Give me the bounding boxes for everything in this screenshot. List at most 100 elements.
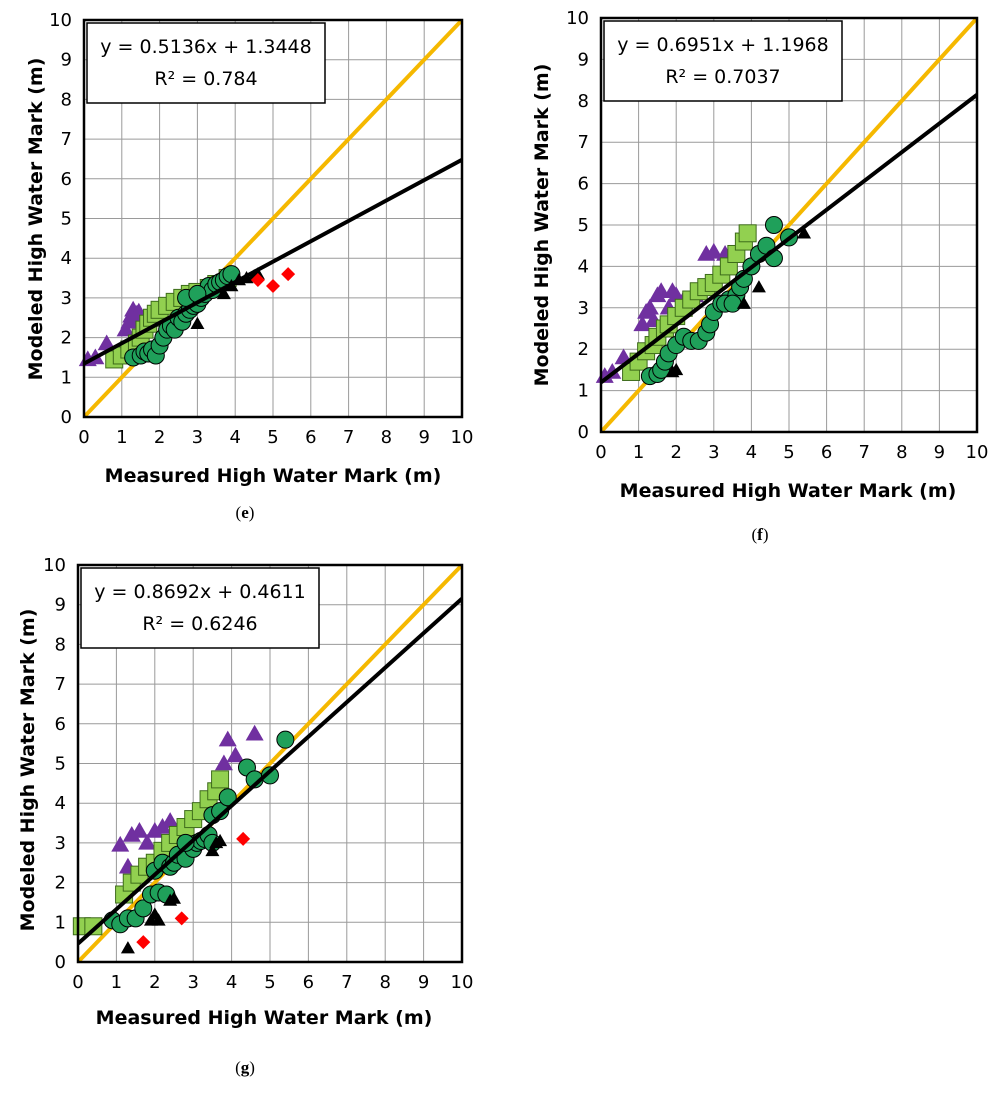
x-tick-label: 3 bbox=[708, 442, 719, 463]
x-tick-label: 2 bbox=[154, 427, 165, 448]
y-tick-label: 1 bbox=[578, 381, 589, 402]
x-tick-label: 2 bbox=[149, 972, 160, 993]
regression-line bbox=[84, 157, 462, 366]
x-tick-label: 6 bbox=[305, 427, 316, 448]
y-tick-label: 7 bbox=[61, 129, 72, 150]
y-tick-label: 5 bbox=[61, 209, 72, 230]
data-point-triangle bbox=[633, 315, 652, 332]
y-tick-label: 9 bbox=[61, 50, 72, 71]
r-squared-value: R² = 0.7037 bbox=[665, 66, 780, 88]
equation-box bbox=[603, 20, 843, 102]
x-tick-label: 8 bbox=[379, 972, 390, 993]
data-point-diamond bbox=[266, 278, 280, 293]
data-point-triangle bbox=[751, 280, 766, 293]
panel-label-g: (g) bbox=[235, 1058, 255, 1077]
data-point-square bbox=[211, 770, 230, 789]
x-tick-label: 4 bbox=[229, 427, 240, 448]
y-tick-label: 10 bbox=[566, 8, 589, 29]
data-point-triangle bbox=[216, 286, 231, 300]
y-tick-label: 10 bbox=[49, 10, 72, 31]
x-tick-label: 1 bbox=[116, 427, 127, 448]
one-to-one-line bbox=[78, 565, 462, 962]
x-tick-label: 2 bbox=[670, 442, 681, 463]
data-point-diamond bbox=[136, 935, 151, 950]
data-point-circle bbox=[764, 216, 783, 234]
plot-area-e: 0 1 2 3 4 5 6 7 8 9 10 0 1 2 3 4 5 6 7 8 9 10 y = 0.5136x + 1.… bbox=[49, 10, 473, 448]
y-tick-label: 5 bbox=[55, 754, 66, 775]
x-tick-label: 10 bbox=[966, 442, 989, 463]
chart-panel-f: 0 1 2 3 4 5 6 7 8 9 10 0 1 2 3 4 5 6 7 8 9 10 y = 0.6951x + 1.… bbox=[515, 0, 995, 560]
x-tick-label: 6 bbox=[303, 972, 314, 993]
data-point-triangle bbox=[122, 825, 141, 842]
data-point-diamond bbox=[236, 831, 251, 846]
y-tick-label: 10 bbox=[43, 555, 66, 576]
data-point-triangle bbox=[167, 891, 181, 904]
y-tick-label: 4 bbox=[578, 256, 589, 277]
x-axis-title: Measured High Water Mark (m) bbox=[96, 1007, 433, 1029]
data-point-diamond bbox=[281, 267, 296, 282]
y-tick-label: 3 bbox=[61, 288, 72, 309]
y-tick-label: 4 bbox=[55, 793, 66, 814]
data-point-circle bbox=[218, 788, 237, 807]
plot-border bbox=[599, 16, 979, 434]
x-tick-label: 5 bbox=[267, 427, 278, 448]
x-tick-label: 0 bbox=[595, 442, 606, 463]
r-squared-value: R² = 0.784 bbox=[154, 68, 257, 90]
y-tick-label: 6 bbox=[61, 169, 72, 190]
data-point-triangle bbox=[151, 913, 166, 926]
y-tick-label: 9 bbox=[55, 595, 66, 616]
data-point-triangle bbox=[704, 242, 723, 259]
x-tick-label: 8 bbox=[896, 442, 907, 463]
plot-border bbox=[76, 563, 464, 964]
y-tick-label: 9 bbox=[578, 49, 589, 70]
scatter-chart-g: 0 1 2 3 4 5 6 7 8 9 10 0 1 2 3 4 5 6 7 8 9 10 y = 0.8692x + 0.… bbox=[17, 555, 473, 1077]
data-point-circle bbox=[176, 833, 195, 852]
data-point-triangle bbox=[214, 754, 233, 771]
regression-equation: y = 0.8692x + 0.4611 bbox=[94, 581, 305, 603]
y-tick-label: 8 bbox=[55, 634, 66, 655]
data-point-triangle bbox=[669, 362, 684, 376]
y-tick-label: 4 bbox=[61, 248, 72, 269]
data-point-triangle bbox=[213, 833, 228, 847]
x-tick-label: 5 bbox=[783, 442, 794, 463]
equation-box bbox=[86, 22, 326, 104]
plot-area-g: 0 1 2 3 4 5 6 7 8 9 10 0 1 2 3 4 5 6 7 8 9 10 y = 0.8692x + 0.… bbox=[43, 555, 473, 993]
x-tick-label: 1 bbox=[633, 442, 644, 463]
plot-area-f: 0 1 2 3 4 5 6 7 8 9 10 0 1 2 3 4 5 6 7 8 9 10 y = 0.6951x + 1.… bbox=[566, 8, 988, 463]
regression-equation: y = 0.5136x + 1.3448 bbox=[100, 36, 311, 58]
data-point-circle bbox=[261, 766, 279, 785]
x-tick-label: 0 bbox=[78, 427, 89, 448]
y-tick-label: 1 bbox=[61, 367, 72, 388]
scatter-chart-e: 0 1 2 3 4 5 6 7 8 9 10 0 1 2 3 4 5 6 7 8 9 10 y = 0.5136x + 1.… bbox=[25, 10, 473, 522]
y-tick-label: 2 bbox=[55, 873, 66, 894]
y-tick-label: 8 bbox=[61, 89, 72, 110]
panel-label-e: (e) bbox=[236, 503, 255, 522]
x-tick-label: 1 bbox=[111, 972, 122, 993]
x-tick-label: 0 bbox=[72, 972, 83, 993]
y-tick-label: 3 bbox=[578, 298, 589, 319]
y-tick-label: 2 bbox=[61, 328, 72, 349]
data-point-triangle bbox=[130, 821, 149, 838]
data-point-triangle bbox=[138, 833, 157, 850]
r-squared-value: R² = 0.6246 bbox=[142, 613, 257, 635]
data-point-triangle bbox=[226, 746, 245, 763]
y-axis-title: Modeled High Water Mark (m) bbox=[17, 609, 39, 932]
regression-line bbox=[601, 93, 977, 385]
data-point-diamond bbox=[174, 911, 189, 926]
y-tick-label: 1 bbox=[55, 912, 66, 933]
data-point-square bbox=[738, 224, 757, 243]
x-tick-label: 9 bbox=[418, 427, 429, 448]
regression-line bbox=[78, 597, 462, 946]
data-point-triangle bbox=[652, 282, 671, 298]
regression-equation: y = 0.6951x + 1.1968 bbox=[617, 34, 828, 56]
equation-box bbox=[80, 567, 320, 649]
x-tick-label: 4 bbox=[746, 442, 757, 463]
data-point-circle bbox=[276, 730, 295, 749]
data-point-triangle bbox=[640, 298, 659, 315]
data-point-circle bbox=[211, 802, 230, 821]
data-point-triangle bbox=[797, 226, 812, 239]
y-tick-label: 0 bbox=[61, 407, 72, 428]
data-point-triangle bbox=[145, 821, 164, 838]
y-tick-label: 7 bbox=[55, 674, 66, 695]
data-point-triangle bbox=[111, 835, 130, 852]
